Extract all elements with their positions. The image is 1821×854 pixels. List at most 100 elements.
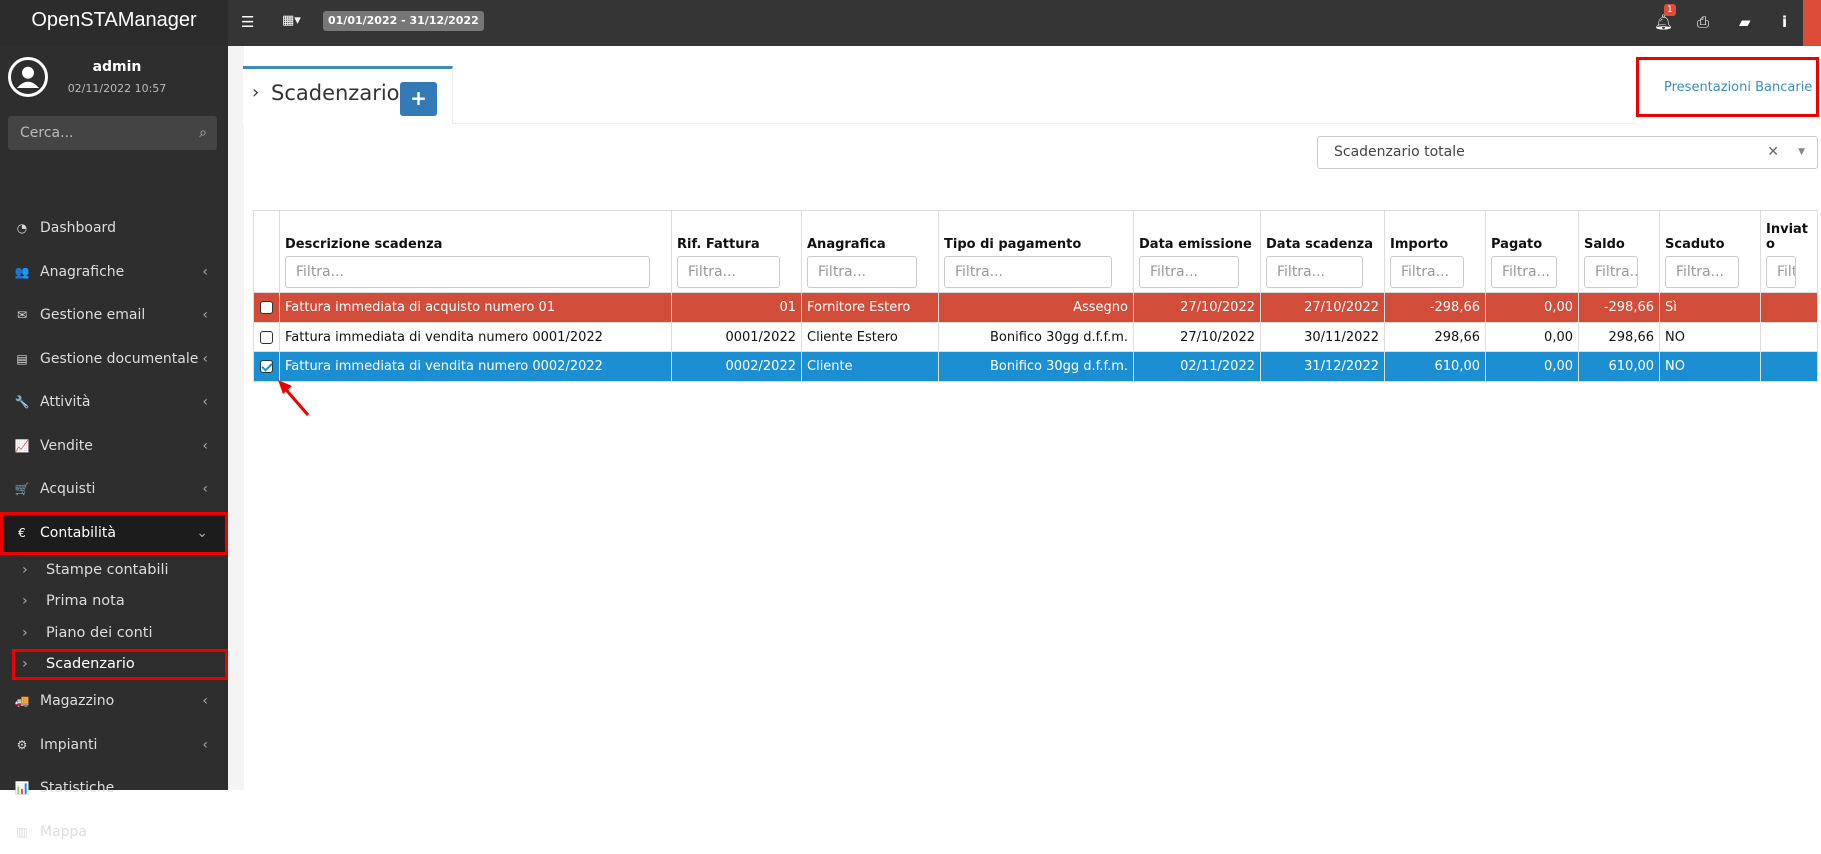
menu-toggle[interactable]: ☰ <box>241 13 255 31</box>
clear-select[interactable]: ✕ <box>1767 144 1779 160</box>
logout-button[interactable] <box>1803 0 1821 46</box>
column-header[interactable]: Anagrafica Filtra... <box>801 210 939 293</box>
info-button[interactable]: i <box>1782 13 1788 31</box>
table-cell <box>1760 292 1818 323</box>
page-tab[interactable]: › Scadenzario + <box>243 66 453 124</box>
table-cell: Fornitore Estero <box>801 292 939 323</box>
menu-item[interactable]: 🚚 Magazzino ‹ <box>0 680 228 724</box>
row-checkbox[interactable] <box>260 300 273 314</box>
menu: ◔ Dashboard 👥 Anagrafiche ‹ ✉ Gestione email ‹ ▤… <box>0 207 228 854</box>
column-filter[interactable]: Filtra... <box>1584 256 1638 288</box>
column-filter[interactable]: Filtra... <box>1766 256 1796 288</box>
column-filter[interactable]: Filtra... <box>944 256 1112 288</box>
user-datetime: 02/11/2022 10:57 <box>67 82 167 95</box>
column-filter[interactable]: Filtra... <box>807 256 917 288</box>
table-cell <box>1760 351 1818 383</box>
avatar <box>8 57 48 97</box>
search-input[interactable]: Cerca... ⌕ <box>8 116 217 150</box>
select-value: Scadenzario totale <box>1334 144 1465 160</box>
column-header[interactable]: Descrizione scadenza Filtra... <box>279 210 672 293</box>
column-filter[interactable]: Filtra... <box>1491 256 1557 288</box>
menu-item[interactable]: ▤ Gestione documentale ‹ <box>0 338 228 382</box>
table-row[interactable]: Fattura immediata di vendita numero 0001… <box>253 321 1818 353</box>
row-checkbox[interactable] <box>260 330 273 344</box>
annotation-arrow <box>278 380 310 416</box>
table-cell: Bonifico 30gg d.f.f.m. <box>938 321 1134 353</box>
print-button[interactable]: ⎙ <box>1697 13 1710 31</box>
sidebar: admin 02/11/2022 10:57 Cerca... ⌕ ◔ Dashbo… <box>0 46 228 840</box>
menu-icon: ◔ <box>16 221 28 235</box>
column-header[interactable]: Importo Filtra... <box>1384 210 1486 293</box>
column-header[interactable]: Inviato Filtra... <box>1760 210 1818 293</box>
data-table: Descrizione scadenza Filtra... Rif. Fattur… <box>253 210 1818 383</box>
table-cell: 610,00 <box>1384 351 1486 383</box>
content-gutter <box>228 46 244 790</box>
submenu-chevron: › <box>22 593 28 610</box>
column-header[interactable]: Scaduto Filtra... <box>1659 210 1761 293</box>
table-cell <box>1760 321 1818 353</box>
column-filter[interactable]: Filtra... <box>285 256 650 288</box>
column-label: Scaduto <box>1665 237 1725 252</box>
row-checkbox[interactable] <box>260 360 273 374</box>
column-header[interactable]: Data emissione Filtra... <box>1133 210 1261 293</box>
guide-button[interactable]: ▰ <box>1739 13 1751 31</box>
notifications-button[interactable]: 🔔︎ <box>1654 13 1674 31</box>
menu-icon: ⚙ <box>16 737 28 752</box>
menu-item[interactable]: ⚙ Impianti ‹ <box>0 724 228 768</box>
table-cell: 27/10/2022 <box>1133 321 1261 353</box>
column-label: Saldo <box>1584 237 1625 252</box>
column-filter[interactable]: Filtra... <box>1139 256 1239 288</box>
table-row[interactable]: Fattura immediata di vendita numero 0002… <box>253 351 1818 383</box>
table-row[interactable]: Fattura immediata di acquisto numero 01 0… <box>253 292 1818 323</box>
table-cell: 27/10/2022 <box>1260 292 1385 323</box>
column-label: Data emissione <box>1139 237 1252 252</box>
column-header[interactable]: Rif. Fattura Filtra... <box>671 210 802 293</box>
column-label: Rif. Fattura <box>677 237 760 252</box>
submenu-item[interactable]: › Prima nota <box>0 586 228 617</box>
menu-item[interactable]: 🛒 Acquisti ‹ <box>0 468 228 512</box>
add-button[interactable]: + <box>400 82 437 116</box>
column-filter[interactable]: Filtra... <box>1665 256 1739 288</box>
search-icon[interactable]: ⌕ <box>199 125 207 141</box>
menu-caret: ⌄ <box>196 524 208 541</box>
column-filter[interactable]: Filtra... <box>1390 256 1464 288</box>
submenu-chevron: › <box>22 624 28 641</box>
menu-caret: ‹ <box>202 394 208 410</box>
menu-item[interactable]: ▥ Mappa <box>0 811 228 854</box>
menu-item[interactable]: 📈 Vendite ‹ <box>0 425 228 469</box>
table-cell: 298,66 <box>1384 321 1486 353</box>
column-header[interactable]: Data scadenza Filtra... <box>1260 210 1385 293</box>
column-header[interactable]: Pagato Filtra... <box>1485 210 1579 293</box>
menu-item[interactable]: 👥 Anagrafiche ‹ <box>0 251 228 295</box>
side-link[interactable]: Presentazioni Bancarie <box>1664 80 1813 95</box>
column-label: Anagrafica <box>807 237 886 252</box>
view-select[interactable]: Scadenzario totale ✕ ▼ <box>1317 136 1818 169</box>
column-filter[interactable]: Filtra... <box>1266 256 1363 288</box>
table-cell: 0,00 <box>1485 351 1579 383</box>
submenu-item[interactable]: › Piano dei conti <box>0 618 228 649</box>
select-cell <box>253 292 280 323</box>
menu-item[interactable]: € Contabilità ⌄ <box>0 511 228 555</box>
table-cell: 298,66 <box>1578 321 1660 353</box>
submenu-item[interactable]: › Scadenzario <box>12 648 228 681</box>
table-cell: 30/11/2022 <box>1260 321 1385 353</box>
column-header[interactable]: Saldo Filtra... <box>1578 210 1660 293</box>
menu-item[interactable]: ✉ Gestione email ‹ <box>0 294 228 338</box>
menu-label: Dashboard <box>40 220 116 236</box>
date-range[interactable]: 01/01/2022 - 31/12/2022 <box>323 11 484 31</box>
table-cell: Fattura immediata di vendita numero 0002… <box>279 351 672 383</box>
menu-item[interactable]: 🔧 Attività ‹ <box>0 381 228 425</box>
brand[interactable]: OpenSTAManager <box>0 0 228 46</box>
chevron: › <box>252 82 260 103</box>
calendar-button[interactable]: ▦▾ <box>282 13 301 28</box>
menu-label: Mappa <box>40 823 88 840</box>
menu-icon: ▤ <box>16 351 28 366</box>
menu-caret: ‹ <box>202 263 208 280</box>
column-filter[interactable]: Filtra... <box>677 256 780 288</box>
menu-item[interactable]: 📊 Statistiche <box>0 767 228 811</box>
notification-badge: 1 <box>1664 4 1676 16</box>
menu-item[interactable]: ◔ Dashboard <box>0 207 228 251</box>
column-header[interactable]: Tipo di pagamento Filtra... <box>938 210 1134 293</box>
submenu-item[interactable]: › Stampe contabili <box>0 555 228 586</box>
column-label: Pagato <box>1491 237 1543 252</box>
